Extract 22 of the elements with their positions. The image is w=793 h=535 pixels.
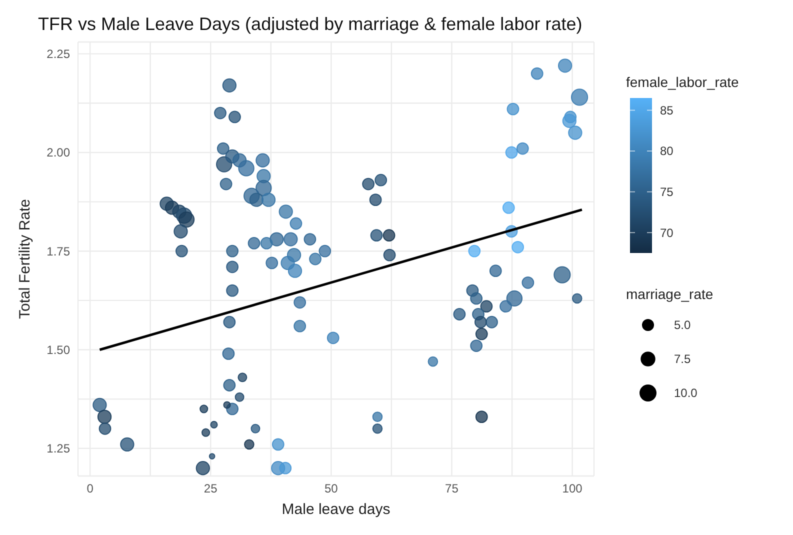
y-tick-label: 1.50 [46, 343, 70, 358]
x-tick-label: 75 [445, 482, 459, 496]
color-bar-title: female_labor_rate [626, 74, 739, 90]
x-tick-label: 0 [86, 482, 94, 496]
color-bar-label: 70 [660, 226, 674, 240]
color-bar-label: 85 [660, 103, 674, 118]
legend-label: 10.0 [674, 386, 698, 400]
y-tick-label: 1.25 [46, 442, 70, 456]
y-tick-label: 2.25 [46, 47, 70, 62]
color-bar-label: 75 [660, 185, 674, 200]
legend-label: 7.5 [674, 352, 692, 366]
y-axis-title: Total Fertility Rate [16, 198, 34, 320]
legend-title: marriage_rate [626, 286, 714, 302]
y-tick-label: 1.75 [46, 244, 70, 258]
x-tick-label: 50 [324, 482, 338, 496]
y-tick-label: 2.00 [46, 146, 70, 160]
legend-label: 5.0 [674, 318, 692, 332]
chart-title: TFR vs Male Leave Days (adjusted by marriage & female labor rate) [38, 14, 582, 35]
color-bar-label: 80 [660, 144, 674, 158]
x-tick-label: 100 [562, 482, 583, 496]
x-axis-title: Male leave days [282, 501, 390, 518]
x-tick-label: 25 [204, 482, 218, 496]
